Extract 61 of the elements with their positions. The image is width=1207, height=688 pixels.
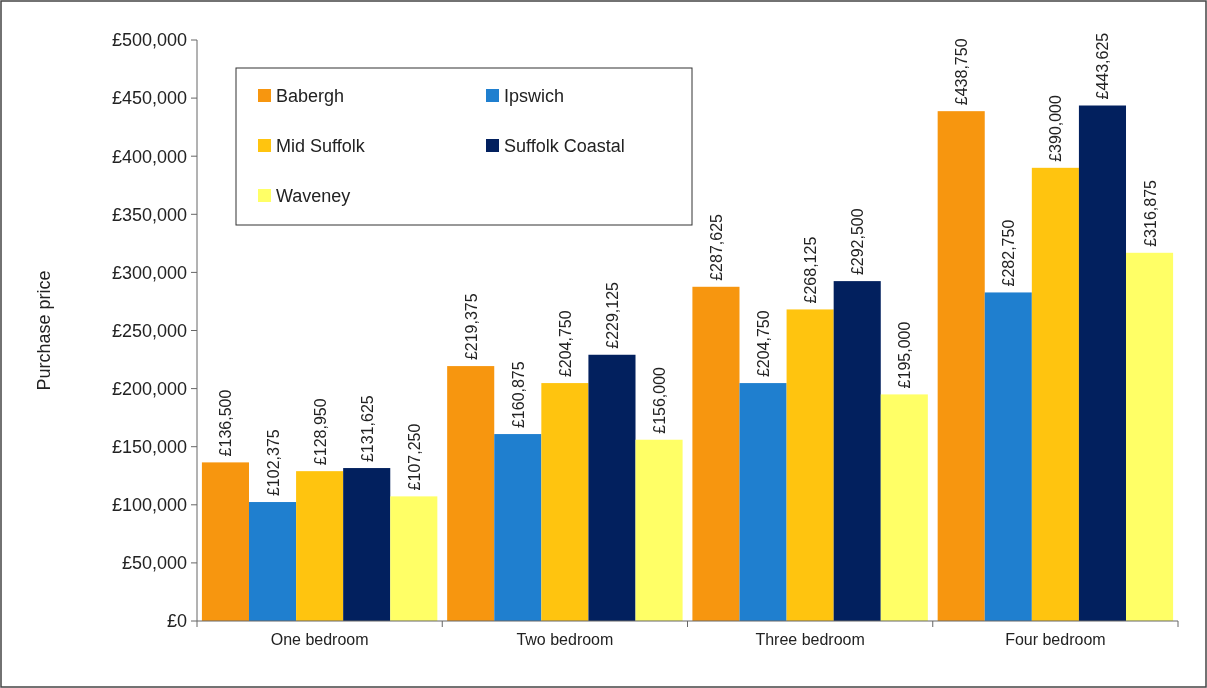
legend-label: Ipswich: [504, 86, 565, 107]
data-label: £438,750: [953, 38, 971, 106]
bar: [739, 383, 787, 621]
data-label: £292,500: [849, 208, 867, 276]
data-label: £156,000: [651, 366, 669, 434]
y-tick-label: £300,000: [111, 262, 187, 283]
y-tick-label: £50,000: [121, 553, 187, 574]
data-label: £136,500: [217, 389, 235, 457]
y-tick-label: £150,000: [111, 437, 187, 457]
bar: [1078, 105, 1127, 621]
y-tick-label: £200,000: [111, 378, 187, 399]
bar: [692, 286, 740, 621]
data-label: £390,000: [1047, 94, 1065, 162]
data-label: £107,250: [405, 423, 423, 491]
bar: [1126, 252, 1174, 621]
bar: [343, 468, 391, 621]
bar: [296, 471, 344, 621]
y-tick-label: £500,000: [111, 30, 187, 51]
bar: [880, 394, 928, 621]
y-tick-label: £350,000: [111, 204, 187, 225]
data-label: £131,625: [358, 395, 376, 463]
data-label: £287,625: [707, 213, 725, 281]
bar: [588, 354, 636, 621]
x-tick-label: Three bedroom: [755, 631, 865, 648]
data-label: £102,375: [264, 429, 282, 497]
y-tick-label: £100,000: [111, 495, 187, 516]
data-label: £204,750: [556, 310, 574, 378]
y-axis-title: Purchase price: [34, 270, 54, 391]
data-label: £443,625: [1094, 32, 1112, 100]
legend-label: Waveney: [276, 186, 351, 207]
x-tick-label: Two bedroom: [516, 631, 614, 648]
bar: [833, 281, 881, 621]
bar: [201, 462, 249, 621]
x-tick-label: Four bedroom: [1005, 631, 1106, 648]
y-tick-label: £0: [166, 611, 187, 632]
legend-label: Mid Suffolk: [276, 136, 366, 157]
data-label: £195,000: [896, 321, 914, 389]
bar: [635, 439, 683, 621]
x-tick-label: One bedroom: [270, 631, 369, 648]
data-label: £128,950: [311, 398, 329, 466]
bar: [447, 366, 495, 621]
legend-label: Babergh: [276, 86, 345, 107]
bar: [248, 502, 297, 621]
bar: [494, 434, 542, 621]
bar: [937, 111, 985, 621]
y-tick-label: £450,000: [111, 88, 187, 109]
bar: [1031, 167, 1079, 621]
data-label: £282,750: [1000, 219, 1018, 287]
bar: [390, 496, 438, 621]
legend-label: Suffolk Coastal: [504, 136, 625, 157]
data-label: £229,125: [603, 281, 621, 349]
bar: [786, 309, 834, 621]
data-label: £204,750: [755, 310, 773, 378]
y-tick-label: £250,000: [111, 320, 187, 341]
data-label: £160,875: [509, 361, 527, 429]
data-label: £316,875: [1141, 179, 1159, 247]
bar: [541, 383, 589, 621]
data-label: £219,375: [462, 293, 480, 361]
y-tick-label: £400,000: [111, 146, 187, 167]
bar: [984, 292, 1032, 621]
data-label: £268,125: [802, 236, 820, 304]
